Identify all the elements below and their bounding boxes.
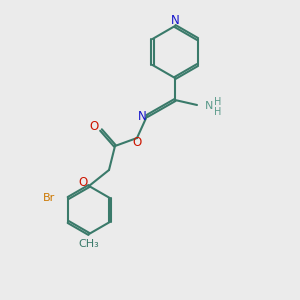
Text: N: N (205, 101, 213, 111)
Text: H: H (214, 107, 221, 117)
Text: Br: Br (43, 193, 55, 203)
Text: O: O (78, 176, 88, 190)
Text: H: H (214, 97, 221, 107)
Text: O: O (89, 119, 99, 133)
Text: O: O (132, 136, 142, 149)
Text: N: N (138, 110, 146, 124)
Text: CH₃: CH₃ (79, 239, 99, 249)
Text: N: N (171, 14, 179, 28)
